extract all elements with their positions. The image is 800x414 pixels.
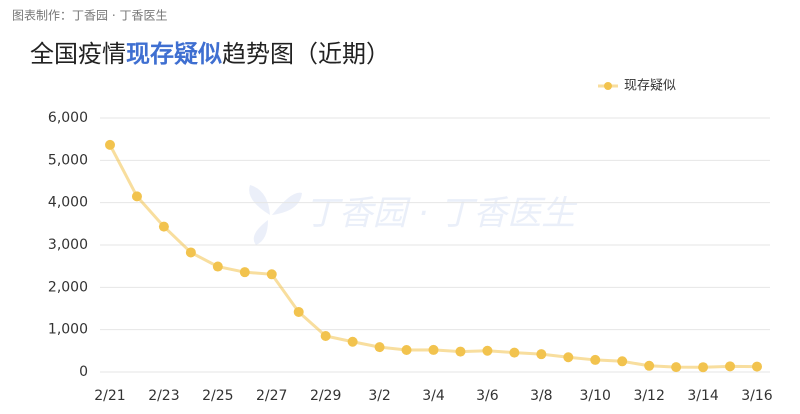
x-tick-label: 3/2 bbox=[368, 388, 391, 404]
watermark-logo bbox=[249, 185, 302, 245]
data-point bbox=[590, 354, 601, 365]
watermark: 丁香园 · 丁香医生 bbox=[305, 194, 578, 234]
x-tick-label: 3/6 bbox=[476, 388, 499, 404]
legend-label: 现存疑似 bbox=[624, 78, 676, 94]
data-point bbox=[563, 352, 574, 363]
data-point bbox=[266, 269, 277, 280]
x-tick-label: 3/12 bbox=[633, 388, 664, 404]
data-point bbox=[698, 362, 709, 373]
x-tick-label: 3/10 bbox=[580, 388, 611, 404]
data-point bbox=[105, 139, 115, 150]
x-tick-label: 3/14 bbox=[687, 388, 719, 404]
data-point bbox=[428, 344, 439, 355]
x-tick-label: 3/16 bbox=[741, 388, 773, 404]
data-point bbox=[347, 336, 358, 347]
y-tick-label: 6,000 bbox=[48, 110, 88, 126]
data-point bbox=[617, 356, 628, 367]
data-point bbox=[509, 347, 520, 358]
y-tick-label: 0 bbox=[79, 364, 88, 380]
data-point bbox=[239, 267, 250, 278]
data-point bbox=[293, 306, 304, 317]
y-tick-label: 5,000 bbox=[48, 152, 88, 168]
x-tick-label: 2/25 bbox=[202, 388, 233, 404]
data-point bbox=[212, 261, 223, 272]
x-tick-label: 3/8 bbox=[530, 388, 553, 404]
data-point bbox=[185, 247, 196, 258]
data-point bbox=[374, 342, 385, 353]
x-tick-label: 2/27 bbox=[256, 388, 287, 404]
source: 图表制作：丁香园 · 丁香医生 bbox=[12, 9, 167, 23]
data-point bbox=[401, 344, 412, 355]
y-tick-label: 1,000 bbox=[48, 322, 88, 338]
x-tick-label: 2/21 bbox=[94, 388, 125, 404]
data-point bbox=[536, 349, 547, 360]
title-prefix: 全国疫情 bbox=[30, 40, 126, 68]
data-point bbox=[131, 191, 142, 202]
data-point bbox=[482, 345, 493, 356]
data-point bbox=[752, 361, 762, 372]
data-point bbox=[671, 362, 682, 373]
x-tick-label: 2/23 bbox=[148, 388, 179, 404]
data-point bbox=[455, 346, 466, 357]
x-tick-label: 2/29 bbox=[310, 388, 341, 404]
legend-marker bbox=[604, 82, 612, 90]
title-highlight: 现存疑似 bbox=[126, 40, 222, 68]
data-point bbox=[158, 221, 169, 232]
data-point bbox=[320, 330, 331, 341]
y-tick-label: 3,000 bbox=[48, 237, 88, 253]
y-tick-label: 4,000 bbox=[48, 195, 88, 211]
y-tick-label: 2,000 bbox=[48, 279, 88, 295]
title-suffix: 趋势图（近期） bbox=[222, 40, 390, 68]
x-tick-label: 3/4 bbox=[422, 388, 445, 404]
data-point bbox=[725, 361, 736, 372]
data-point bbox=[644, 360, 655, 371]
chart-title: 全国疫情现存疑似趋势图（近期） bbox=[30, 40, 390, 68]
